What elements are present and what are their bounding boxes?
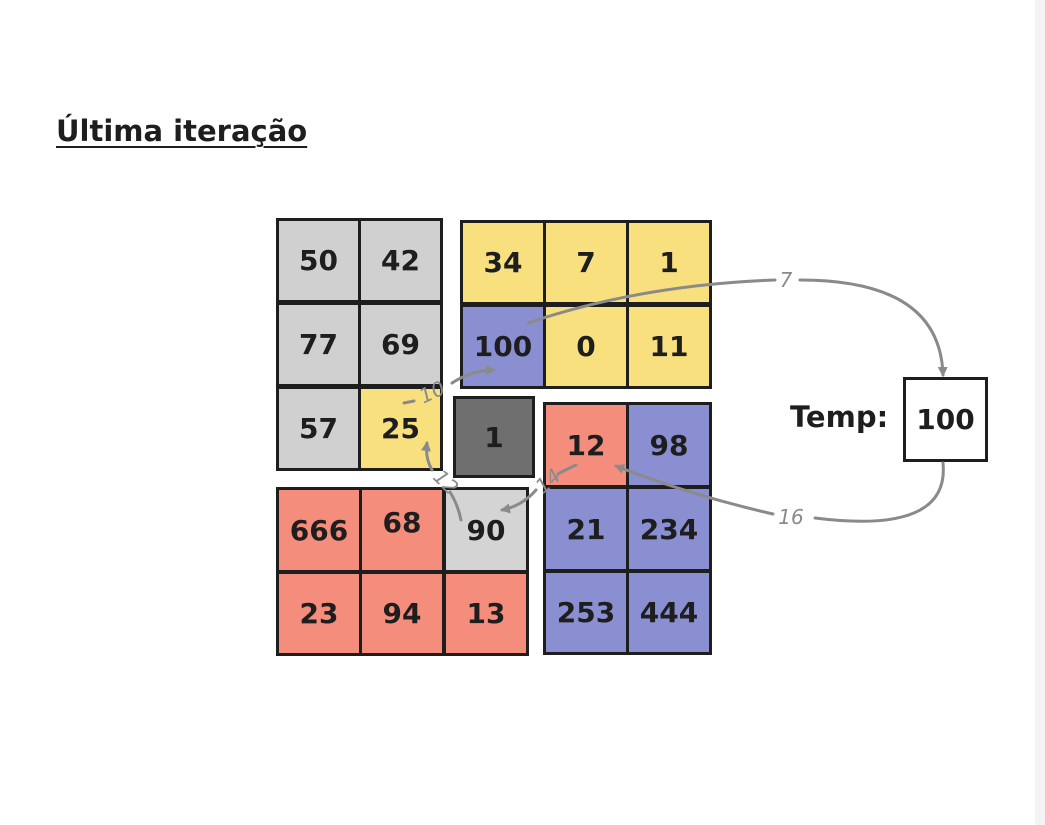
arrow-label-7: 7: [780, 268, 793, 292]
cell-blue-253: 253: [543, 570, 629, 655]
cell-pivot-1: 1: [453, 396, 535, 478]
arrow-12: [427, 443, 463, 522]
cell-gray-42: 42: [358, 218, 443, 303]
arrow-label-14: 14: [531, 464, 566, 499]
page-edge: [1035, 0, 1045, 825]
arrow-label-10: 10: [415, 376, 448, 409]
cell-gray-57: 57: [276, 386, 361, 471]
cell-gray-50: 50: [276, 218, 361, 303]
cell-red-13: 13: [443, 571, 529, 656]
cell-gray-69: 69: [358, 302, 443, 387]
cell-blue-444: 444: [626, 570, 712, 655]
page-title: Última iteração: [56, 114, 308, 148]
cell-yellow-34: 34: [460, 220, 546, 305]
arrow-14: [502, 463, 578, 510]
arrow-10: [402, 370, 494, 405]
arrow-label-16: 16: [778, 505, 803, 529]
cell-yellow-1: 1: [626, 220, 712, 305]
cell-red-23: 23: [276, 571, 362, 656]
arrow-7: [526, 278, 943, 375]
arrow-label-12: 12: [429, 465, 464, 500]
temp-label: Temp:: [790, 400, 889, 434]
arrow-16: [616, 463, 945, 523]
cell-yellow-25: 25: [358, 386, 443, 471]
cell-red-94: 94: [359, 571, 445, 656]
cell-yellow-11: 11: [626, 304, 712, 389]
